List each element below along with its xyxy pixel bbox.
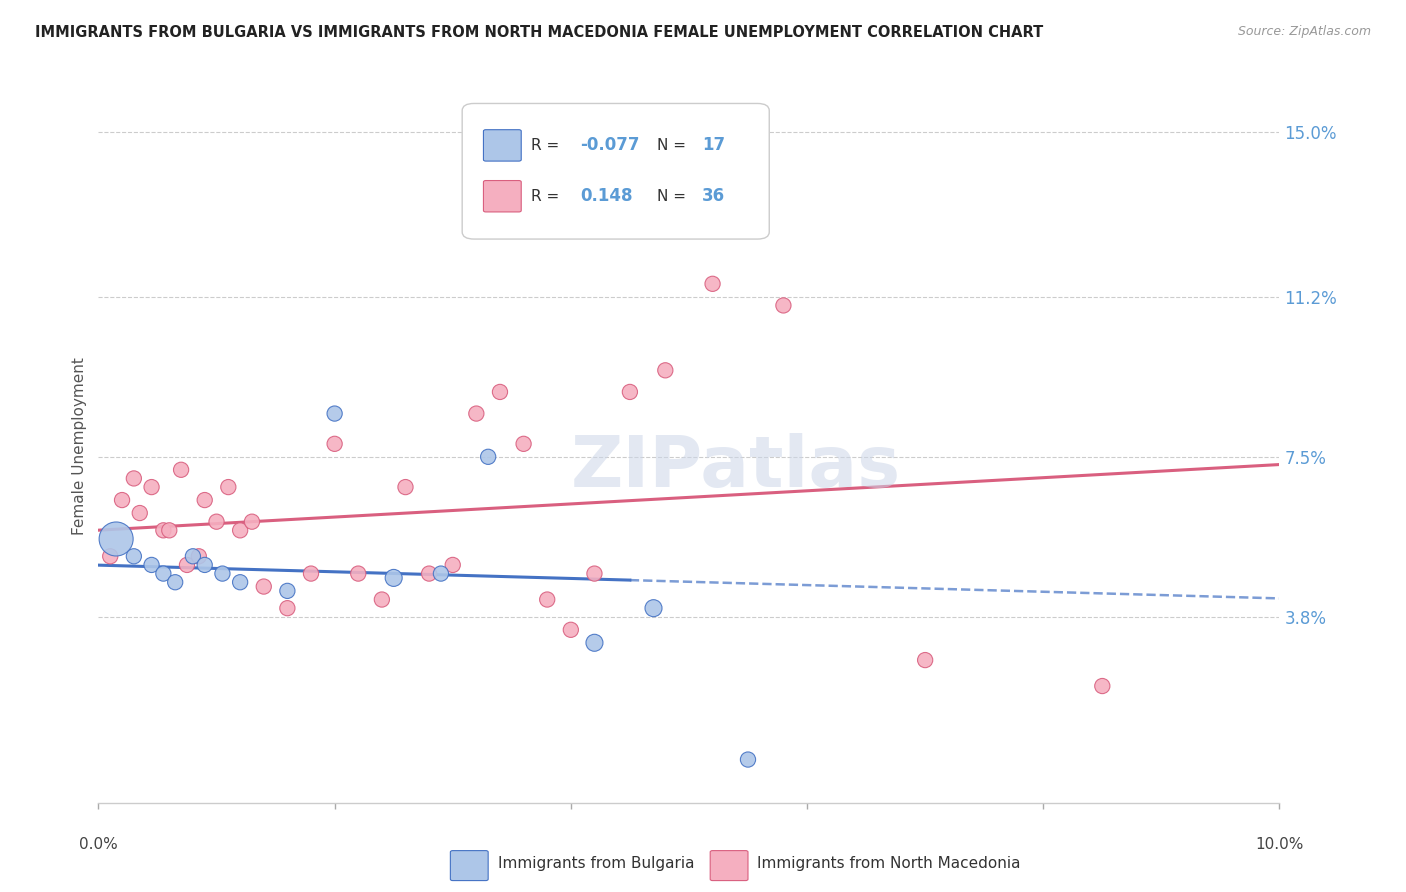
Point [141,558,163,572]
Y-axis label: Female Unemployment: Female Unemployment [72,357,87,535]
Point [253,580,276,594]
Point [418,566,440,581]
Text: R =: R = [530,189,560,203]
Point [654,363,676,377]
Point [323,437,346,451]
Point [430,566,453,581]
FancyBboxPatch shape [710,851,748,880]
Text: 17: 17 [702,136,725,154]
Point [122,549,145,564]
Point [299,566,322,581]
Point [165,575,187,590]
Point [619,384,641,399]
Text: 0.148: 0.148 [581,187,633,205]
Point [170,463,193,477]
Point [152,524,174,538]
Text: N =: N = [657,189,686,203]
FancyBboxPatch shape [450,851,488,880]
Text: 0.0%: 0.0% [79,838,118,853]
Point [105,532,128,546]
FancyBboxPatch shape [463,103,769,239]
Point [914,653,936,667]
Text: N =: N = [657,138,686,153]
Text: 36: 36 [702,187,725,205]
FancyBboxPatch shape [484,180,522,212]
FancyBboxPatch shape [484,129,522,161]
Point [128,506,150,520]
Point [240,515,263,529]
Point [536,592,558,607]
Text: -0.077: -0.077 [581,136,640,154]
Point [276,583,298,598]
Point [772,298,794,312]
Point [371,592,394,607]
Text: Source: ZipAtlas.com: Source: ZipAtlas.com [1237,25,1371,38]
Point [194,493,217,508]
Point [323,407,346,421]
Point [187,549,209,564]
Point [152,566,174,581]
Point [229,575,252,590]
Point [583,566,606,581]
Point [512,437,534,451]
Point [176,558,198,572]
Point [441,558,464,572]
Point [382,571,405,585]
Point [737,753,759,767]
Point [702,277,724,291]
Point [477,450,499,464]
Point [465,407,488,421]
Point [489,384,512,399]
Text: 10.0%: 10.0% [1256,838,1303,853]
Point [583,636,606,650]
Text: ZIPatlas: ZIPatlas [571,433,901,502]
Point [194,558,217,572]
Point [229,524,252,538]
Point [276,601,298,615]
Text: R =: R = [530,138,560,153]
Point [141,480,163,494]
Point [98,549,121,564]
Point [181,549,204,564]
Text: IMMIGRANTS FROM BULGARIA VS IMMIGRANTS FROM NORTH MACEDONIA FEMALE UNEMPLOYMENT : IMMIGRANTS FROM BULGARIA VS IMMIGRANTS F… [35,25,1043,40]
Point [217,480,239,494]
Text: Immigrants from Bulgaria: Immigrants from Bulgaria [498,856,695,871]
Point [1091,679,1114,693]
Text: Immigrants from North Macedonia: Immigrants from North Macedonia [758,856,1021,871]
Point [205,515,228,529]
Point [347,566,370,581]
Point [157,524,180,538]
Point [211,566,233,581]
Point [122,471,145,485]
Point [560,623,582,637]
Point [111,493,134,508]
Point [643,601,665,615]
Point [394,480,416,494]
